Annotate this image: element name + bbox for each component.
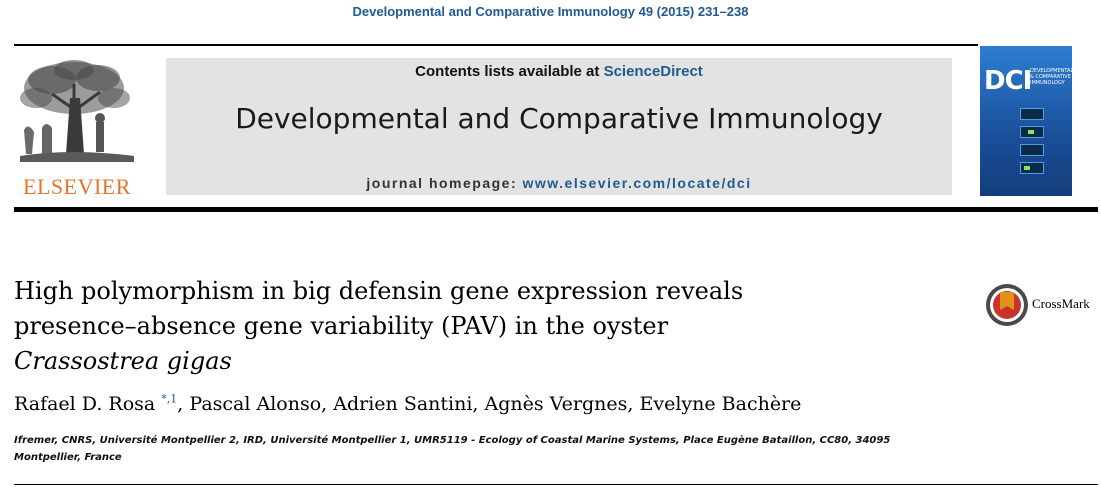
crossmark-icon (986, 284, 1028, 326)
homepage-line: journal homepage: www.elsevier.com/locat… (166, 175, 952, 191)
publisher-name: ELSEVIER (23, 174, 131, 199)
journal-title: Developmental and Comparative Immunology (235, 102, 883, 135)
cover-figure (1020, 162, 1044, 174)
journal-cover[interactable]: DCI DEVELOPMENTAL & COMPARATIVE IMMUNOLO… (980, 46, 1072, 196)
affiliation-line: Montpellier, France (14, 452, 122, 463)
title-line: presence–absence gene variability (PAV) … (14, 312, 669, 340)
journal-citation[interactable]: Developmental and Comparative Immunology… (352, 4, 749, 19)
masthead-rule (14, 207, 1098, 212)
author-name[interactable]: Evelyne Bachère (639, 393, 802, 415)
affiliation-line: Ifremer, CNRS, Université Montpellier 2,… (14, 435, 891, 446)
author-marks[interactable]: *,1 (161, 392, 178, 406)
author-list: Rafael D. Rosa *,1, Pascal Alonso, Adrie… (14, 393, 914, 415)
contents-prefix: Contents lists available at (415, 63, 604, 80)
header-rule (14, 44, 978, 46)
cover-figure (1020, 108, 1044, 120)
section-rule (14, 484, 1098, 485)
author-separator: , (177, 393, 190, 415)
crossmark-label: CrossMark (1032, 296, 1090, 311)
cover-figure (1020, 144, 1044, 156)
cover-figure-dot (1024, 166, 1030, 170)
author-affiliation: Ifremer, CNRS, Université Montpellier 2,… (14, 432, 954, 466)
author-separator: , (321, 393, 334, 415)
title-species: Crassostrea gigas (14, 347, 232, 375)
publisher-logo[interactable]: ELSEVIER (12, 58, 142, 200)
author-separator: , (627, 393, 640, 415)
cover-figure-dot (1028, 130, 1034, 134)
author-separator: , (472, 393, 485, 415)
author-name[interactable]: Agnès Vergnes (484, 393, 628, 415)
crossmark-badge[interactable]: CrossMark (984, 282, 1100, 326)
contents-line: Contents lists available at ScienceDirec… (166, 63, 952, 80)
title-line: High polymorphism in big defensin gene e… (14, 277, 744, 305)
journal-masthead: Contents lists available at ScienceDirec… (166, 58, 952, 195)
elsevier-tree-icon (20, 60, 134, 162)
homepage-prefix: journal homepage: (366, 175, 523, 191)
author-name[interactable]: Adrien Santini (333, 393, 473, 415)
article-title: High polymorphism in big defensin gene e… (14, 274, 914, 379)
cover-abbr: DCI (984, 66, 1032, 96)
cover-subtitle: DEVELOPMENTAL & COMPARATIVE IMMUNOLOGY (1030, 68, 1072, 86)
sciencedirect-link[interactable]: ScienceDirect (603, 63, 703, 80)
author-name[interactable]: Rafael D. Rosa (14, 393, 156, 415)
homepage-link[interactable]: www.elsevier.com/locate/dci (522, 175, 752, 191)
author-name[interactable]: Pascal Alonso (189, 393, 322, 415)
